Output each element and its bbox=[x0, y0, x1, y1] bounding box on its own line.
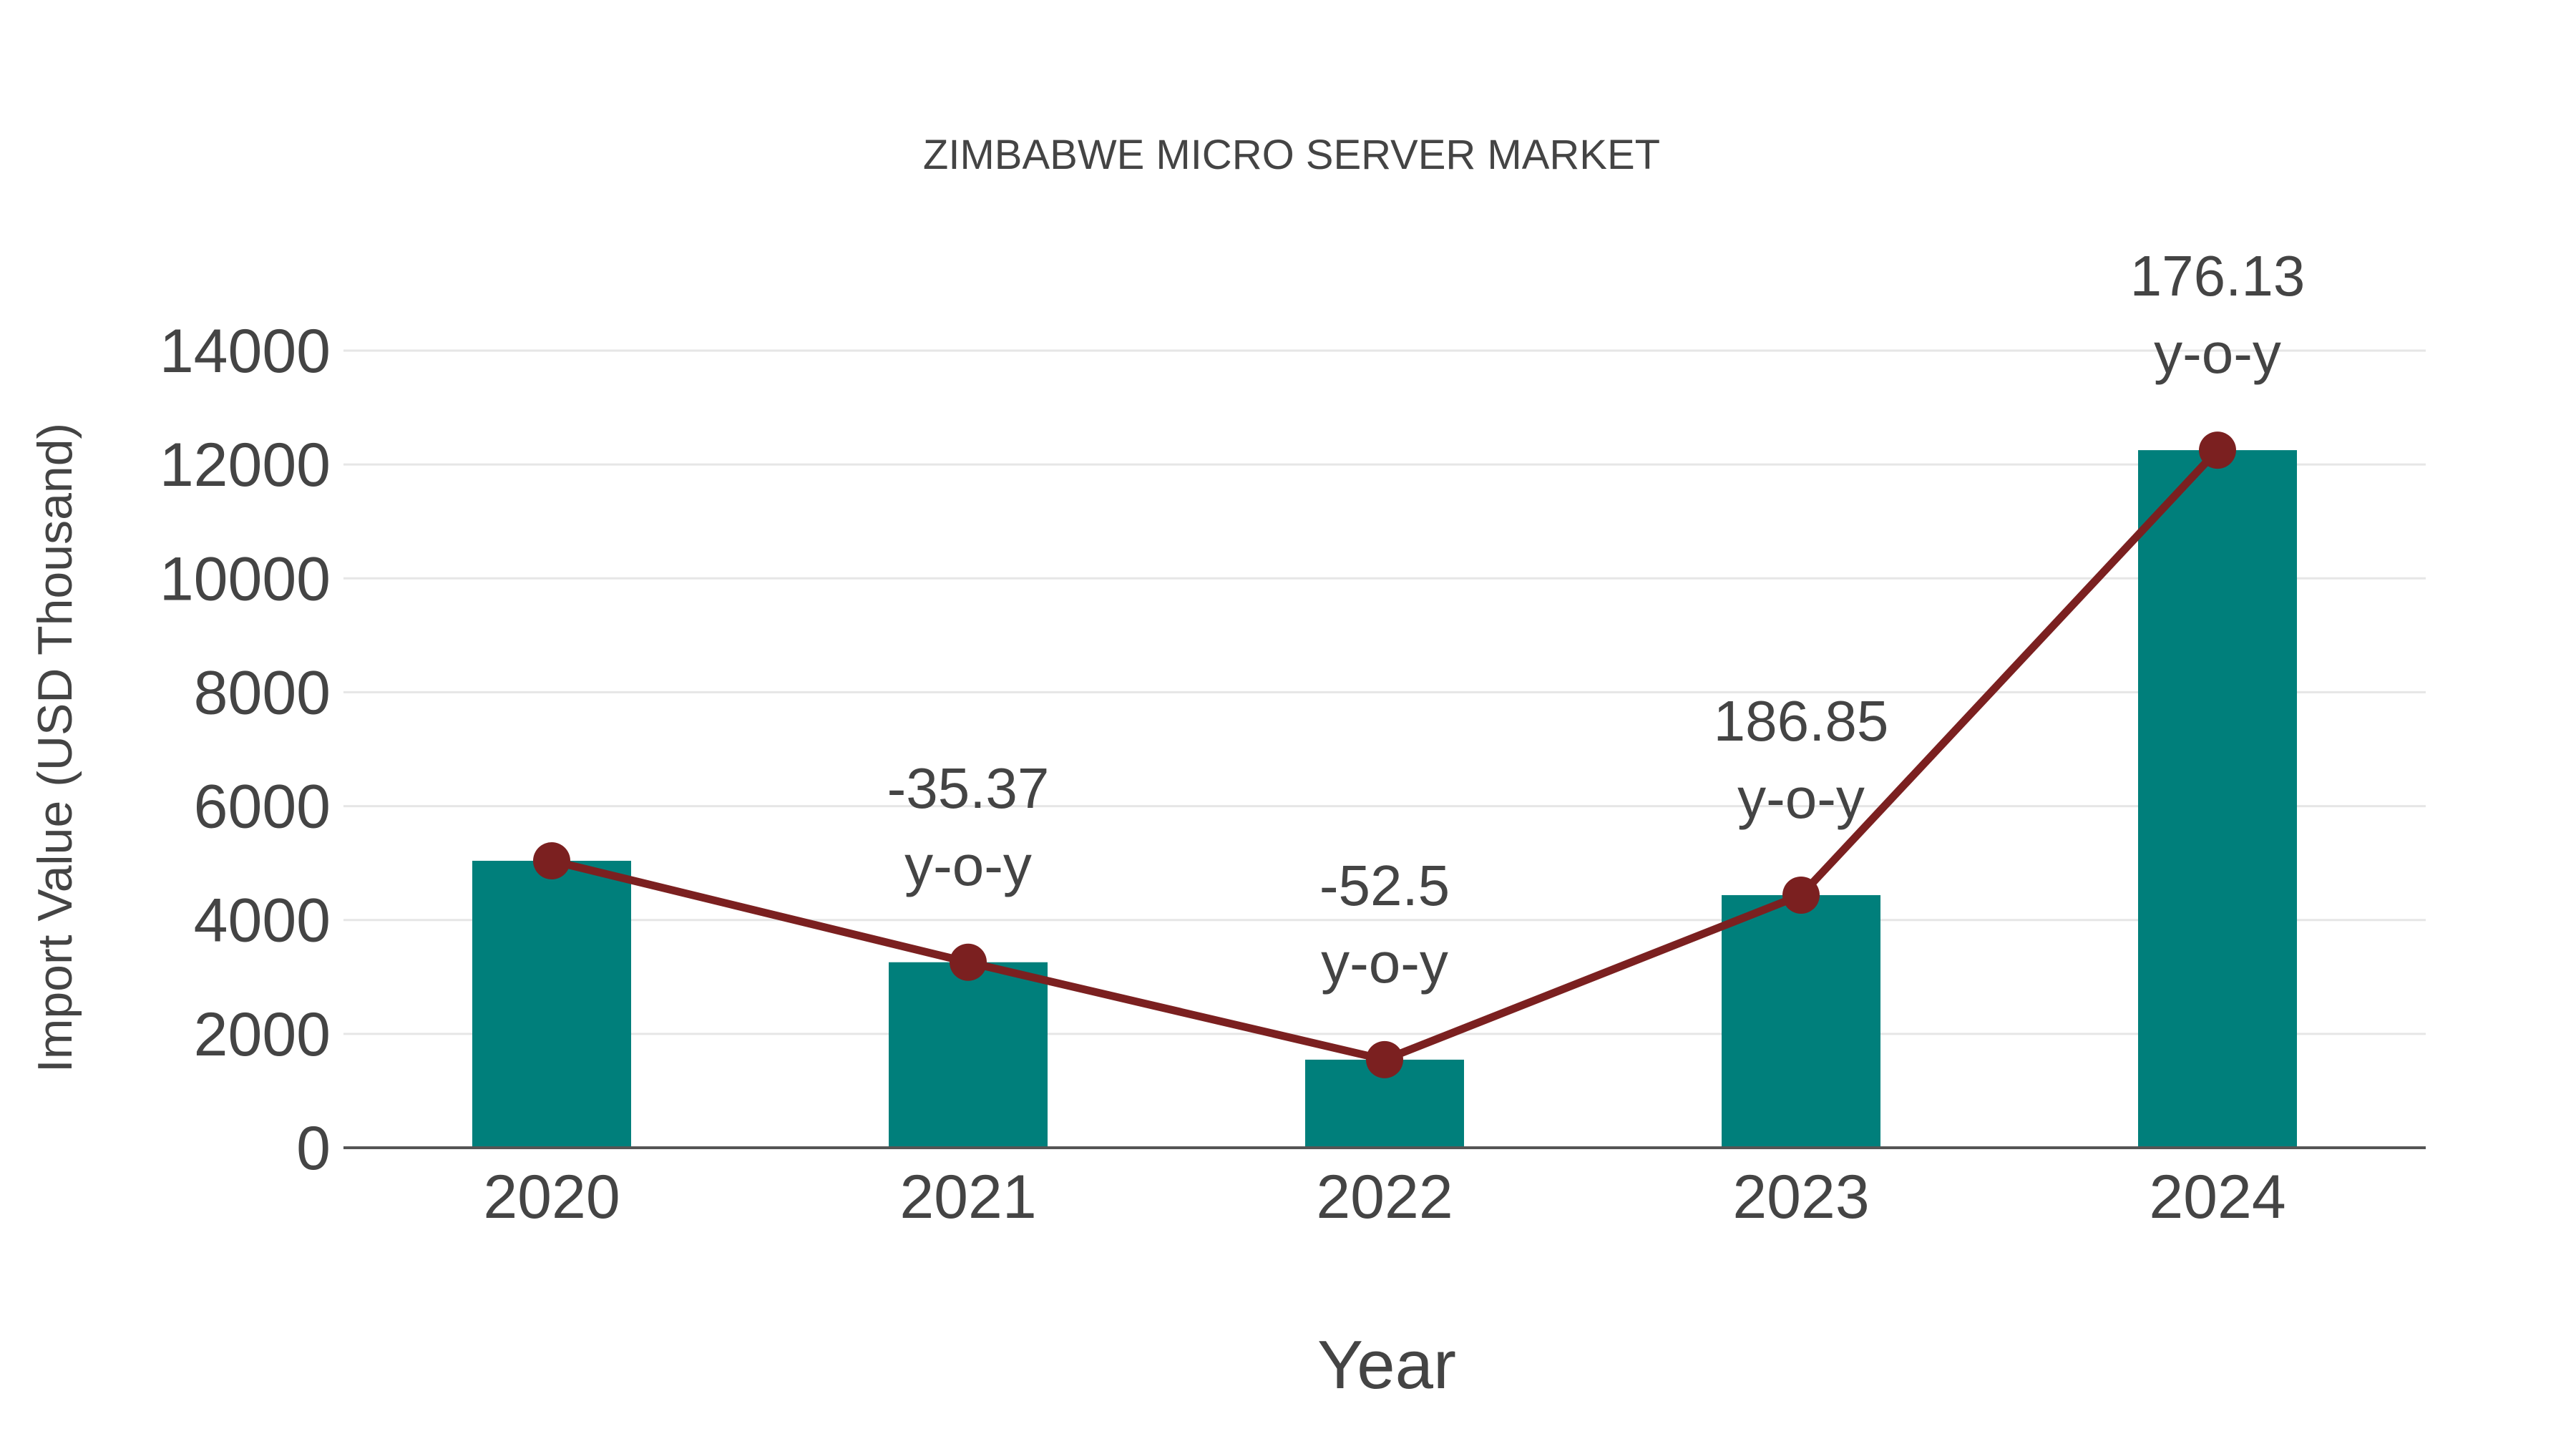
y-tick-label: 14000 bbox=[160, 317, 331, 386]
bar bbox=[472, 860, 631, 1148]
yoy-value: -35.37 bbox=[887, 756, 1050, 820]
yoy-suffix: y-o-y bbox=[904, 834, 1032, 897]
yoy-value: 186.85 bbox=[1714, 689, 1889, 753]
line-marker bbox=[2199, 431, 2236, 469]
x-tick-label: 2020 bbox=[483, 1163, 620, 1231]
x-axis-label: Year bbox=[1317, 1327, 1456, 1403]
y-tick-label: 6000 bbox=[194, 773, 331, 841]
y-tick-label: 10000 bbox=[160, 545, 331, 613]
y-tick-label: 4000 bbox=[194, 887, 331, 955]
line-marker bbox=[1366, 1040, 1403, 1078]
y-axis-ticks: 0 2000 4000 6000 8000 10000 12000 14000 bbox=[160, 317, 331, 1183]
y-tick-label: 12000 bbox=[160, 431, 331, 499]
y-tick-label: 0 bbox=[296, 1114, 331, 1183]
bar-series bbox=[472, 450, 2297, 1148]
x-tick-label: 2024 bbox=[2149, 1163, 2285, 1231]
y-tick-label: 8000 bbox=[194, 658, 331, 727]
yoy-suffix: y-o-y bbox=[2154, 321, 2281, 385]
bar bbox=[889, 962, 1048, 1148]
gridlines bbox=[343, 349, 2426, 1035]
x-tick-label: 2021 bbox=[899, 1163, 1036, 1231]
bar bbox=[2138, 450, 2297, 1148]
line-marker bbox=[1782, 876, 1820, 914]
yoy-suffix: y-o-y bbox=[1321, 931, 1448, 995]
yoy-value: 176.13 bbox=[2130, 244, 2306, 308]
x-axis-ticks: 2020 2021 2022 2023 2024 bbox=[483, 1163, 2285, 1231]
y-axis-label: Import Value (USD Thousand) bbox=[28, 423, 82, 1073]
line-marker bbox=[950, 943, 987, 981]
bar bbox=[1722, 894, 1880, 1148]
yoy-suffix: y-o-y bbox=[1737, 766, 1865, 830]
yoy-value: -52.5 bbox=[1319, 854, 1450, 917]
x-tick-label: 2022 bbox=[1316, 1163, 1453, 1231]
yoy-annotations: -35.37 y-o-y -52.5 y-o-y 186.85 y-o-y 176.13 y-… bbox=[887, 244, 2306, 995]
line-marker bbox=[533, 841, 570, 879]
y-tick-label: 2000 bbox=[194, 1000, 331, 1069]
line-series bbox=[533, 431, 2236, 1078]
x-tick-label: 2023 bbox=[1732, 1163, 1869, 1231]
chart-title: ZIMBABWE MICRO SERVER MARKET bbox=[923, 132, 1660, 178]
